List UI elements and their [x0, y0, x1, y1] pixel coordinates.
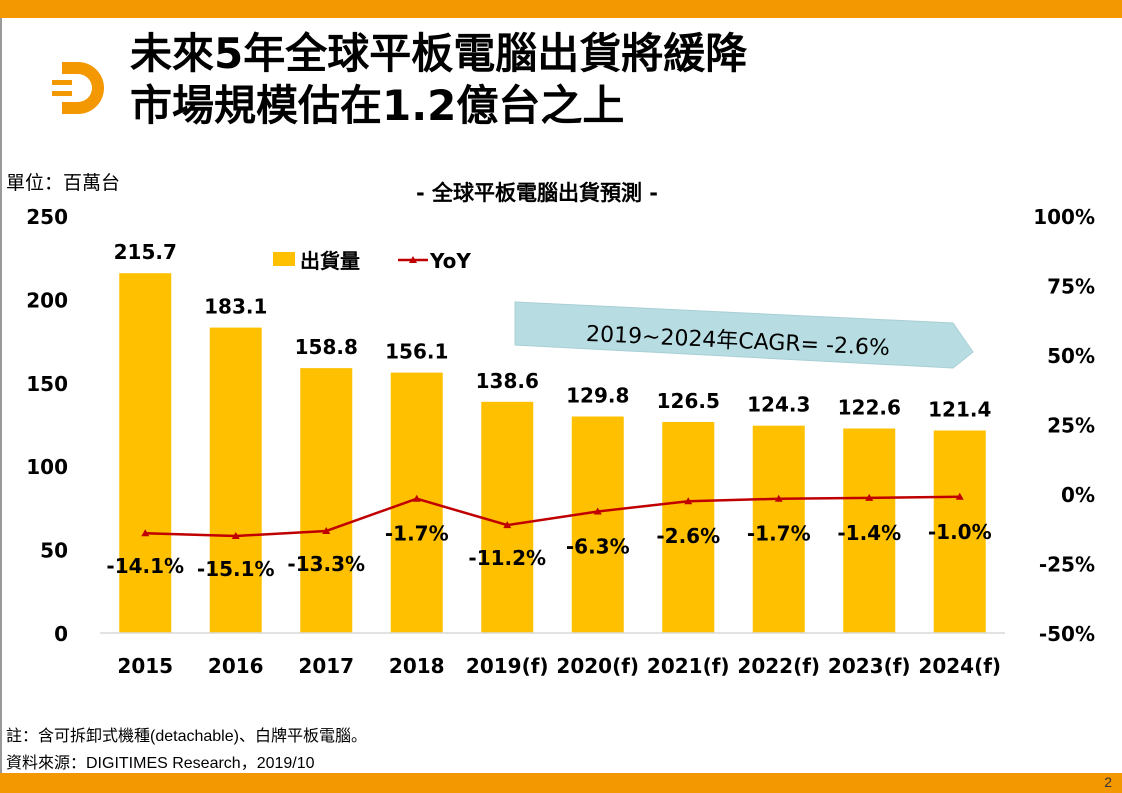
unit-label: 單位：百萬台 — [6, 172, 121, 194]
x-tick: 2016 — [208, 654, 264, 678]
y-left-tick: 200 — [26, 288, 68, 312]
y-right-tick: 50% — [1047, 344, 1095, 368]
y-left-tick: 100 — [26, 455, 68, 479]
source-note: 資料來源：DIGITIMES Research，2019/10 — [6, 755, 315, 772]
yoy-label: -1.7% — [747, 522, 811, 546]
legend-line-label: YoY — [429, 249, 471, 273]
top-bar — [0, 0, 1122, 18]
bar-label: 138.6 — [476, 369, 539, 393]
y-left-tick: 0 — [54, 622, 68, 646]
digitimes-logo-icon — [52, 62, 104, 114]
bar-label: 129.8 — [566, 383, 629, 407]
bottom-bar — [0, 773, 1122, 793]
y-right-tick: 25% — [1047, 414, 1095, 438]
footnote: 註：含可拆卸式機種(detachable)、白牌平板電腦。 — [6, 728, 367, 745]
yoy-marker — [412, 494, 421, 502]
chart-title: - 全球平板電腦出貨預測 - — [416, 181, 658, 205]
bar — [571, 416, 624, 633]
yoy-marker — [865, 493, 874, 501]
yoy-marker — [774, 494, 783, 502]
yoy-label: -1.7% — [385, 522, 449, 546]
bar — [843, 428, 896, 633]
y-right-tick: 0% — [1061, 483, 1095, 507]
yoy-label: -1.0% — [928, 520, 992, 544]
yoy-marker — [141, 529, 150, 537]
page-number: 2 — [1104, 774, 1112, 790]
yoy-marker — [322, 526, 331, 534]
left-border — [0, 18, 2, 773]
bar-label: 215.7 — [114, 240, 177, 264]
yoy-label: -13.3% — [287, 552, 365, 576]
x-tick: 2015 — [117, 654, 173, 678]
y-left-tick: 150 — [26, 372, 68, 396]
bar — [662, 421, 715, 633]
bar-label: 121.4 — [928, 398, 991, 422]
bar-label: 122.6 — [838, 396, 901, 420]
x-tick: 2017 — [298, 654, 354, 678]
legend-bar-label: 出貨量 — [300, 249, 360, 273]
yoy-line — [145, 495, 960, 538]
yoy-label: -2.6% — [656, 524, 720, 548]
yoy-label: -6.3% — [566, 535, 630, 559]
yoy-marker — [503, 521, 512, 529]
x-tick: 2018 — [389, 654, 445, 678]
yoy-label: -1.4% — [837, 521, 901, 545]
x-tick: 2021(f) — [647, 654, 730, 678]
yoy-label: -14.1% — [106, 554, 184, 578]
bar — [933, 430, 986, 633]
x-tick: 2022(f) — [737, 654, 820, 678]
x-tick: 2020(f) — [556, 654, 639, 678]
yoy-marker — [231, 531, 240, 539]
bar — [752, 425, 805, 633]
bar — [300, 368, 353, 633]
y-right-tick: 75% — [1047, 275, 1095, 299]
legend-line-marker — [409, 256, 417, 263]
y-left-tick: 50 — [40, 539, 68, 563]
title-line-1: 未來5年全球平板電腦出貨將緩降 — [130, 29, 748, 78]
yoy-marker — [955, 492, 964, 500]
yoy-label: -15.1% — [197, 557, 275, 581]
bar-label: 156.1 — [385, 340, 448, 364]
legend-bar-swatch — [273, 252, 295, 266]
y-right-tick: 100% — [1033, 205, 1095, 229]
bar-label: 183.1 — [204, 295, 267, 319]
cagr-callout — [514, 301, 974, 369]
y-right-tick: -50% — [1039, 622, 1095, 646]
bar — [119, 273, 172, 633]
slide-title: 未來5年全球平板電腦出貨將緩降 市場規模估在1.2億台之上 — [130, 28, 747, 132]
title-line-2: 市場規模估在1.2億台之上 — [130, 81, 625, 130]
yoy-marker — [684, 497, 693, 505]
bar-label: 158.8 — [295, 335, 358, 359]
bar-label: 126.5 — [657, 389, 720, 413]
y-left-tick: 250 — [26, 205, 68, 229]
y-right-tick: -25% — [1039, 553, 1095, 577]
x-tick: 2023(f) — [828, 654, 911, 678]
x-tick: 2024(f) — [918, 654, 1001, 678]
yoy-label: -11.2% — [468, 546, 546, 570]
bar — [481, 401, 534, 633]
x-tick: 2019(f) — [466, 654, 549, 678]
yoy-marker — [593, 507, 602, 515]
bar-label: 124.3 — [747, 393, 810, 417]
bar — [209, 327, 262, 633]
